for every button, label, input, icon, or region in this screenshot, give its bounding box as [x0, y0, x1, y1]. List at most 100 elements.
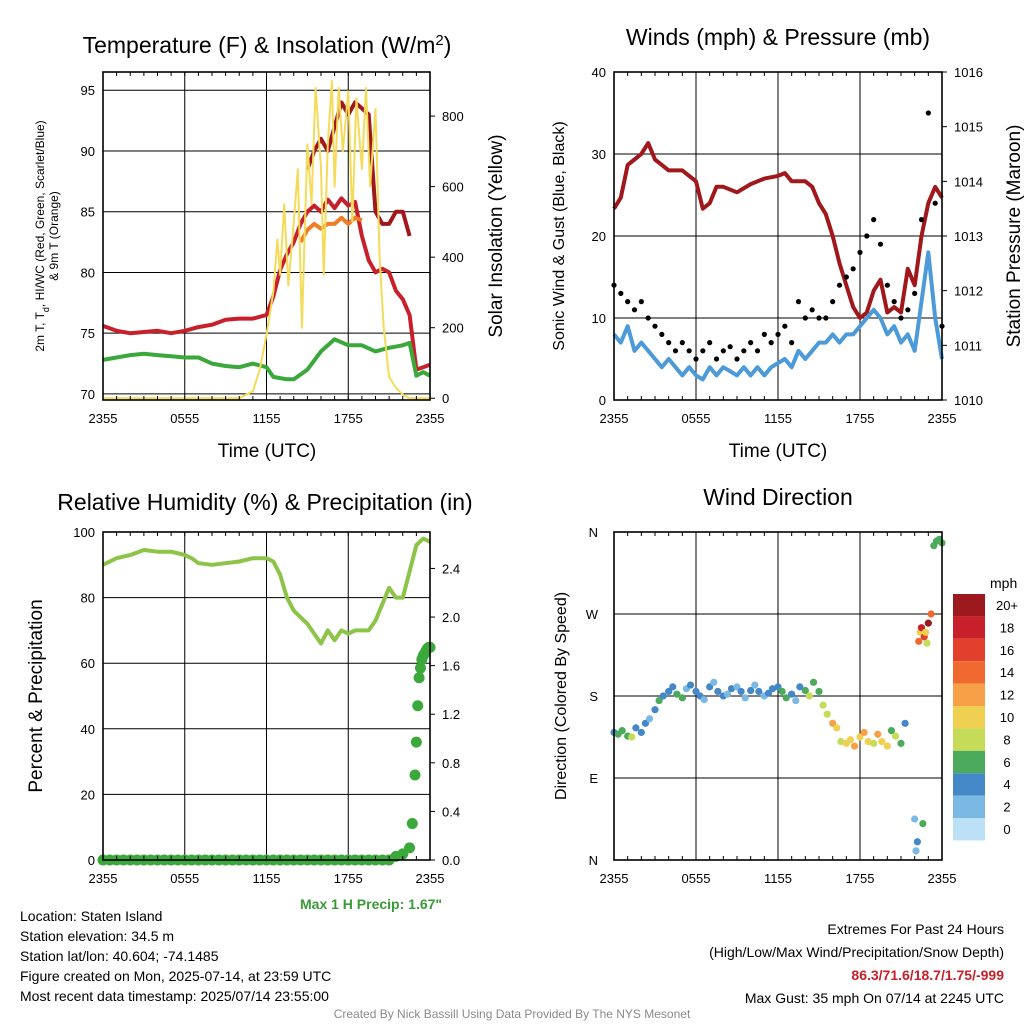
x-tick-label: 2355 [928, 411, 957, 426]
wdir-colorbar: mph 20+ 18 16 14 12 10 8 6 4 2 0 [953, 575, 1018, 841]
rh-title: Relative Humidity (%) & Precipitation (i… [57, 489, 472, 515]
direction-point [922, 628, 930, 636]
credit-line: Created By Nick Bassill Using Data Provi… [333, 1007, 691, 1021]
x-tick-label: 0555 [682, 871, 711, 886]
gust-point [884, 282, 890, 288]
direction-point [737, 687, 745, 696]
colorbar-label: 14 [1000, 665, 1014, 680]
direction-point [628, 733, 636, 741]
y-right-tick-label: 1.6 [442, 659, 460, 674]
direction-point [747, 686, 755, 695]
direction-point [678, 694, 686, 702]
colorbar-swatch [953, 818, 985, 841]
y-right-tick-label: 0.8 [442, 756, 460, 771]
x-tick-label: 1155 [253, 871, 281, 886]
y-tick-label: N [589, 853, 598, 868]
direction-point [883, 742, 891, 750]
colorbar-swatch [953, 728, 985, 751]
y-right-tick-label: 600 [442, 180, 464, 195]
colorbar-label: 8 [1003, 732, 1010, 747]
direction-point [755, 687, 763, 696]
x-tick-label: 0555 [170, 411, 199, 426]
direction-point [887, 727, 896, 735]
colorbar-label: 4 [1003, 777, 1010, 792]
wind-series [611, 110, 945, 382]
gust-point [707, 340, 713, 346]
wind-ylabel-left: Sonic Wind & Gust (Blue, Black) [551, 121, 568, 350]
2m-t-line [102, 196, 431, 372]
direction-point [850, 742, 859, 750]
recent-timestamp: Most recent data timestamp: 2025/07/14 2… [20, 988, 329, 1004]
wind-xlabel: Time (UTC) [729, 441, 828, 462]
colorbar-swatch [953, 594, 985, 617]
y-tick-label: 40 [81, 722, 95, 737]
wdir-panel: Wind Direction Direction (Colored By Spe… [553, 484, 1018, 886]
wdir-series [610, 535, 946, 855]
direction-point [815, 687, 823, 696]
y-right-tick-label: 2.4 [442, 561, 460, 576]
colorbar-swatch [953, 773, 985, 796]
temp-ylabel-left-1: 2m T, Td, HI/WC (Red, Green, Scarlet/Blu… [33, 120, 51, 351]
gust-point [618, 290, 624, 296]
gust-point [686, 348, 692, 354]
x-tick-label: 0555 [682, 411, 711, 426]
direction-point [901, 719, 909, 727]
gust-point [652, 323, 658, 329]
direction-point [651, 706, 659, 714]
direction-point [837, 737, 845, 746]
solar-line [103, 79, 430, 400]
2m-td-line [102, 337, 431, 382]
station-info: Location: Staten Island Station elevatio… [20, 906, 331, 1006]
precip-point [412, 700, 424, 712]
gust-point [638, 299, 644, 305]
gust-point [912, 290, 918, 296]
precip-point [414, 662, 426, 674]
colorbar-label: 16 [1000, 643, 1014, 658]
x-tick-label: 1755 [334, 871, 363, 886]
gust-point [768, 340, 774, 346]
rh-ylabel-left: Percent & Precipitation [26, 599, 47, 792]
wind-axes: 2355 0555 1155 1755 2355 0 10 20 30 40 1010 1011 101… [592, 65, 983, 426]
temp-axes: 2355 0555 1155 1755 2355 70 75 80 85 90 95 0 200 400 6… [81, 71, 464, 426]
y-right-tick-label: 1016 [954, 65, 983, 80]
colorbar-label: 6 [1003, 755, 1010, 770]
direction-point [809, 678, 818, 686]
y-tick-label: 0 [599, 393, 606, 408]
colorbar-swatch [953, 750, 985, 774]
precip-point [410, 736, 422, 748]
colorbar-label: 10 [1000, 710, 1014, 725]
colorbar-swatch [953, 616, 985, 639]
colorbar-swatch [953, 661, 985, 684]
direction-point [659, 692, 667, 700]
direction-point [878, 737, 886, 746]
gust-point [679, 340, 685, 346]
gust-point [864, 233, 870, 239]
temp-xlabel: Time (UTC) [218, 441, 317, 462]
wind-title: Winds (mph) & Pressure (mb) [626, 24, 930, 50]
rh-axes: 2355 0555 1155 1755 2355 0 20 40 60 80 100 0.0 0.4 0.… [73, 525, 460, 886]
y-tick-label: 80 [81, 591, 95, 606]
colorbar-label: 0 [1003, 822, 1010, 837]
x-tick-label: 1155 [764, 411, 792, 426]
direction-point [823, 710, 831, 718]
colorbar-swatch [953, 638, 985, 662]
x-tick-label: 2355 [89, 871, 118, 886]
colorbar-label: 18 [1000, 620, 1014, 635]
y-right-tick-label: 0.0 [442, 853, 460, 868]
y-tick-label: 20 [81, 787, 95, 802]
y-right-tick-label: 1.2 [442, 707, 460, 722]
y-right-tick-label: 2.0 [442, 610, 460, 625]
y-right-tick-label: 800 [442, 109, 464, 124]
direction-point [805, 692, 814, 700]
wdir-title: Wind Direction [703, 484, 853, 510]
gust-point [891, 299, 897, 305]
direction-point [919, 819, 927, 828]
y-right-tick-label: 1014 [954, 174, 983, 189]
gust-point [836, 282, 843, 288]
gust-point [748, 340, 754, 346]
direction-point [801, 686, 809, 695]
direction-point [618, 727, 626, 735]
direction-point [700, 696, 708, 704]
colorbar-label: 12 [1000, 688, 1014, 703]
